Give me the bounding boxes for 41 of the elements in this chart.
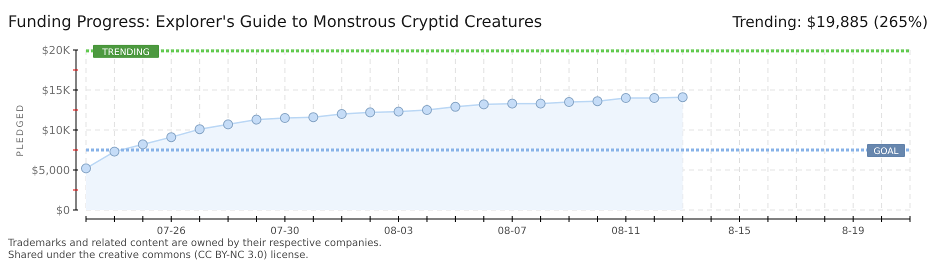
point (365, 107, 376, 118)
x-tick-label: 08-07 (498, 226, 527, 237)
point (166, 132, 176, 142)
x-tick-label: 08-03 (384, 226, 414, 237)
text: Shared under the creative commons (CC BY-NC 3.0) license. (8, 250, 309, 261)
ref-line-label: TRENDING (101, 48, 150, 58)
text: Trademarks and related content are owned by their respective companies. (7, 238, 382, 249)
point (564, 97, 574, 107)
chart-title: Funding Progress: Explorer's Guide to Monstrous Cryptid Creatures (8, 12, 542, 31)
y-tick-label: $15K (42, 84, 71, 97)
point (308, 112, 318, 122)
point (251, 114, 262, 125)
y-tick-label: $0 (56, 204, 70, 217)
point (422, 105, 432, 115)
point (507, 98, 518, 109)
point (592, 96, 602, 106)
ref-line-label: GOAL (873, 147, 899, 157)
x-tick-label: 07-26 (156, 226, 186, 237)
x-tick-label: 08-11 (611, 226, 640, 237)
text: Trending: $19,885 (265%) (732, 13, 928, 31)
point (620, 93, 631, 103)
point (536, 98, 546, 109)
point (678, 92, 688, 102)
point (280, 113, 290, 123)
point (194, 124, 205, 134)
point (450, 102, 460, 112)
y-tick-label: $5,000 (32, 164, 70, 177)
x-tick-label: 8-15 (728, 226, 751, 237)
x-tick-label: 07-30 (270, 226, 300, 237)
y-axis-title: PLEDGED (16, 103, 26, 157)
point (223, 119, 234, 130)
point (109, 146, 120, 157)
point (649, 93, 660, 103)
y-tick-label: $10K (42, 124, 71, 137)
point (81, 163, 91, 174)
point (394, 106, 404, 117)
y-tick-label: $20K (42, 44, 71, 57)
point (478, 99, 489, 110)
point (138, 139, 148, 150)
x-tick-label: 8-19 (842, 226, 865, 237)
point (336, 109, 347, 119)
